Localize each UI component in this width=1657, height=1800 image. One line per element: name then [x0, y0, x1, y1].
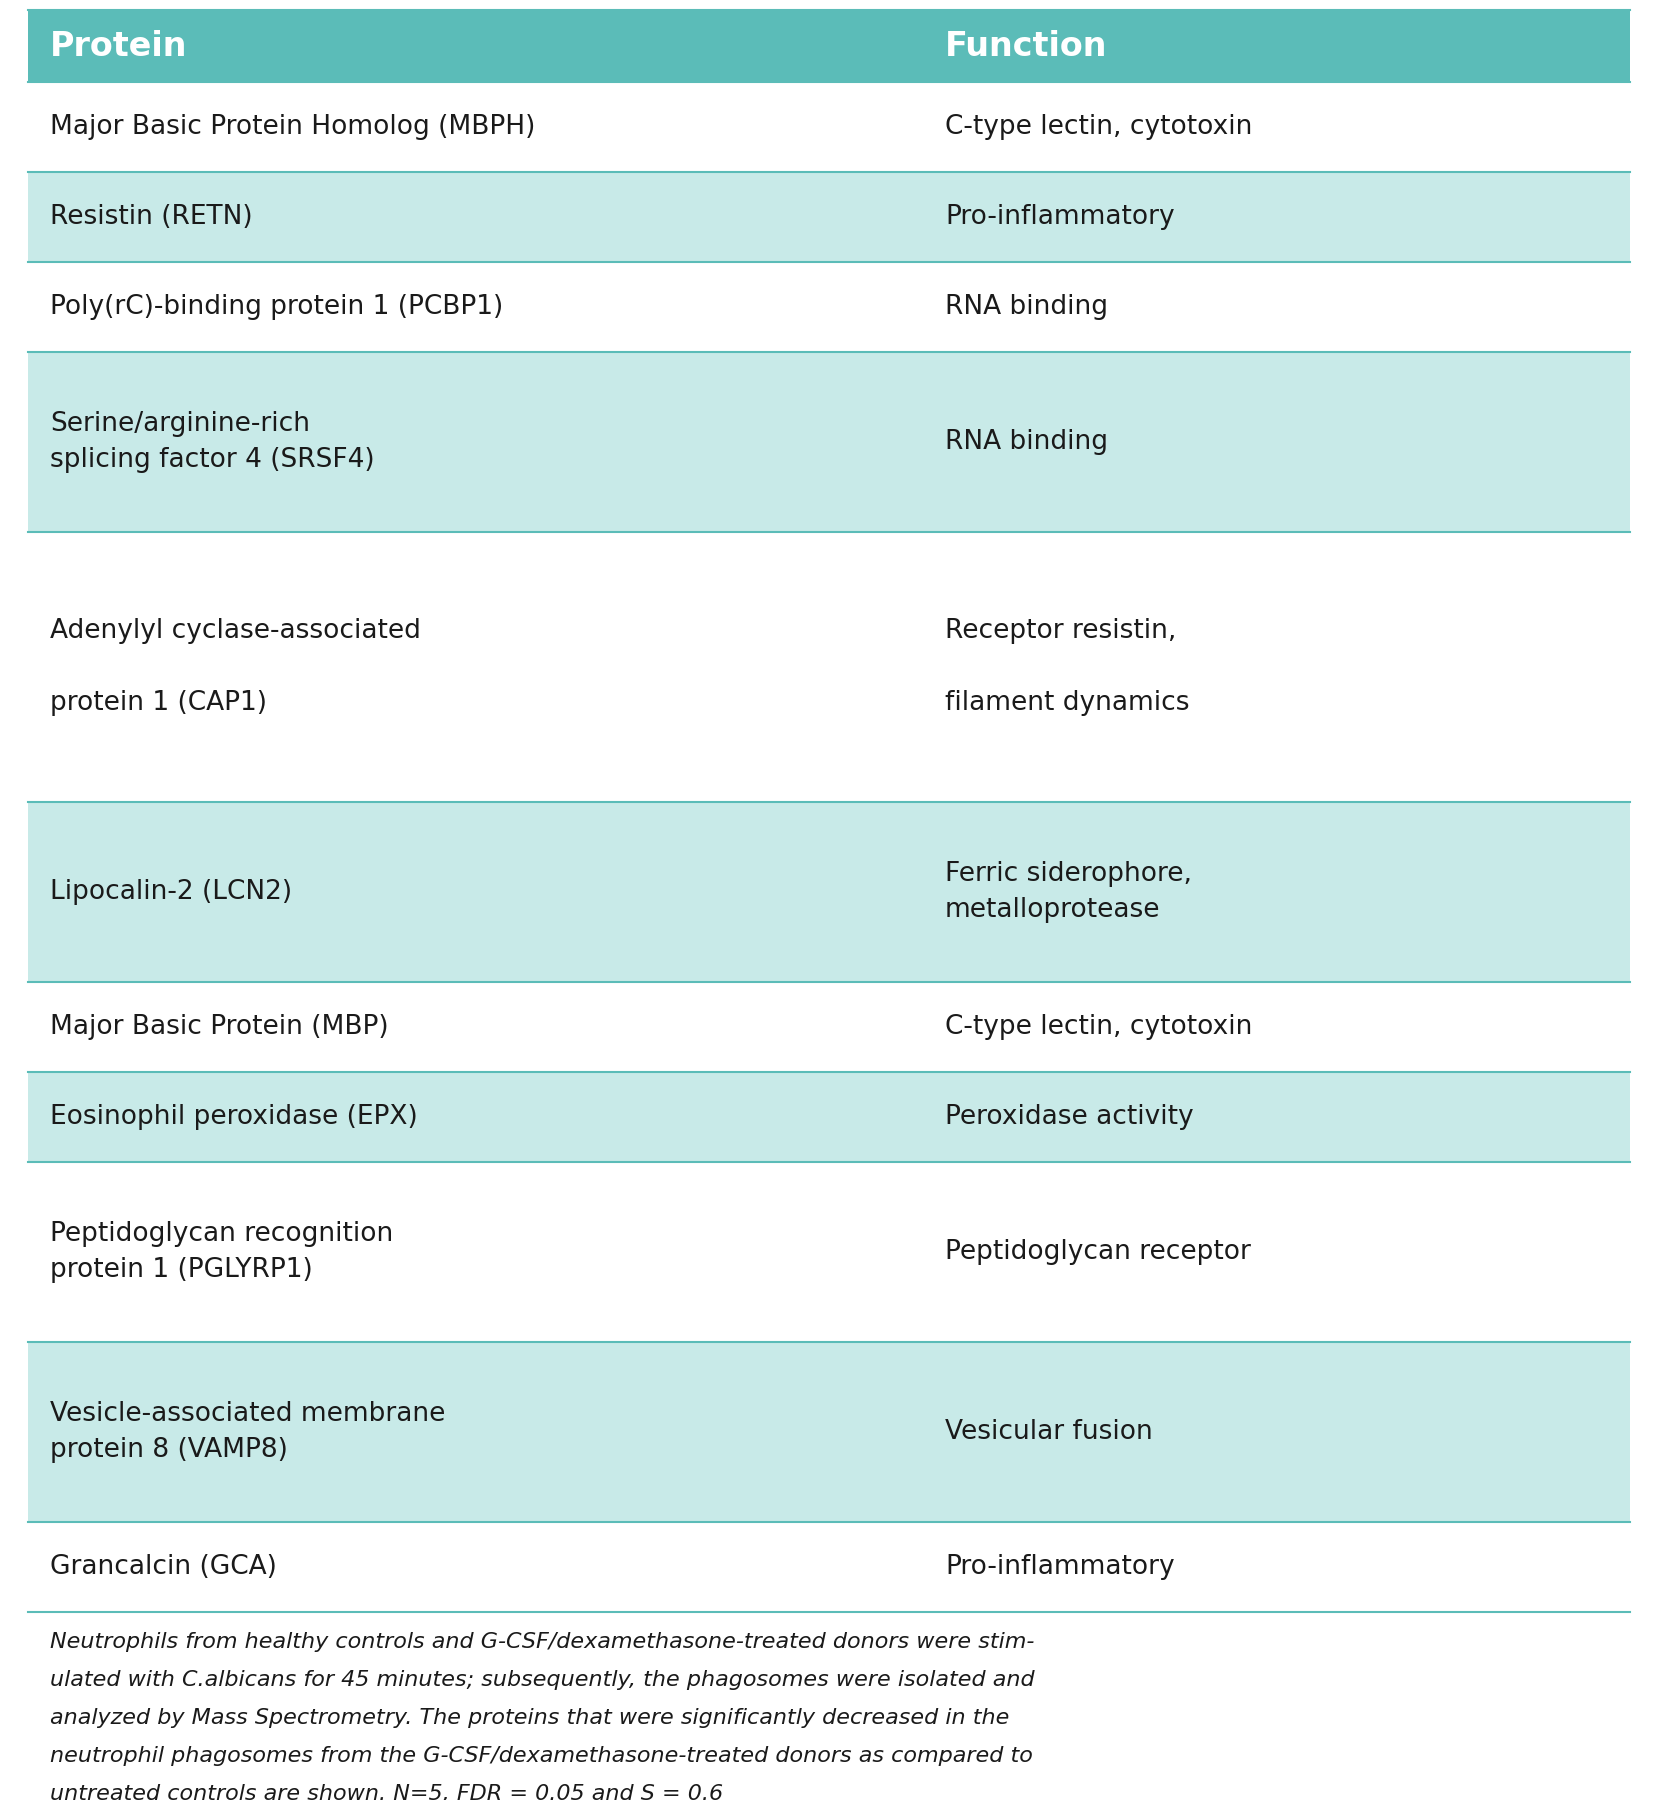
Bar	[28, 173, 1629, 263]
Text: Function: Function	[944, 29, 1107, 63]
Text: untreated controls are shown. N=5, FDR = 0.05 and S = 0.6: untreated controls are shown. N=5, FDR =…	[50, 1784, 722, 1800]
Bar	[28, 533, 1629, 803]
Text: C-type lectin, cytotoxin: C-type lectin, cytotoxin	[944, 113, 1251, 140]
Text: Grancalcin (GCA): Grancalcin (GCA)	[50, 1553, 277, 1580]
Text: neutrophil phagosomes from the G-CSF/dexamethasone-treated donors as compared to: neutrophil phagosomes from the G-CSF/dex…	[50, 1746, 1032, 1766]
Text: Eosinophil peroxidase (EPX): Eosinophil peroxidase (EPX)	[50, 1103, 418, 1130]
Text: analyzed by Mass Spectrometry. The proteins that were significantly decreased in: analyzed by Mass Spectrometry. The prote…	[50, 1708, 1009, 1728]
Text: Receptor resistin,

filament dynamics: Receptor resistin, filament dynamics	[944, 617, 1188, 716]
Text: Neutrophils from healthy controls and G-CSF/dexamethasone-treated donors were st: Neutrophils from healthy controls and G-…	[50, 1633, 1034, 1652]
Text: Major Basic Protein (MBP): Major Basic Protein (MBP)	[50, 1013, 388, 1040]
Text: RNA binding: RNA binding	[944, 293, 1107, 320]
Text: Serine/arginine-rich
splicing factor 4 (SRSF4): Serine/arginine-rich splicing factor 4 (…	[50, 410, 374, 473]
Bar	[28, 803, 1629, 983]
Text: Peroxidase activity: Peroxidase activity	[944, 1103, 1193, 1130]
Text: ulated with C.albicans for 45 minutes; subsequently, the phagosomes were isolate: ulated with C.albicans for 45 minutes; s…	[50, 1670, 1034, 1690]
Text: RNA binding: RNA binding	[944, 428, 1107, 455]
Text: Resistin (RETN): Resistin (RETN)	[50, 203, 252, 230]
Text: Protein: Protein	[50, 29, 187, 63]
Text: Pro-inflammatory: Pro-inflammatory	[944, 1553, 1175, 1580]
Bar	[28, 11, 1629, 83]
Text: Adenylyl cyclase-associated

protein 1 (CAP1): Adenylyl cyclase-associated protein 1 (C…	[50, 617, 421, 716]
Bar	[28, 1163, 1629, 1343]
Text: C-type lectin, cytotoxin: C-type lectin, cytotoxin	[944, 1013, 1251, 1040]
Text: Vesicle-associated membrane
protein 8 (VAMP8): Vesicle-associated membrane protein 8 (V…	[50, 1400, 446, 1463]
Text: Pro-inflammatory: Pro-inflammatory	[944, 203, 1175, 230]
Bar	[28, 83, 1629, 173]
Text: Major Basic Protein Homolog (MBPH): Major Basic Protein Homolog (MBPH)	[50, 113, 535, 140]
Bar	[28, 1073, 1629, 1163]
Bar	[28, 263, 1629, 353]
Text: Poly(rC)-binding protein 1 (PCBP1): Poly(rC)-binding protein 1 (PCBP1)	[50, 293, 504, 320]
Bar	[28, 1523, 1629, 1613]
Text: Vesicular fusion: Vesicular fusion	[944, 1418, 1152, 1445]
Bar	[28, 353, 1629, 533]
Text: Peptidoglycan receptor: Peptidoglycan receptor	[944, 1238, 1251, 1265]
Bar	[28, 1343, 1629, 1523]
Text: Peptidoglycan recognition
protein 1 (PGLYRP1): Peptidoglycan recognition protein 1 (PGL…	[50, 1220, 393, 1283]
Bar	[28, 983, 1629, 1073]
Text: Ferric siderophore,
metalloprotease: Ferric siderophore, metalloprotease	[944, 860, 1191, 923]
Text: Lipocalin-2 (LCN2): Lipocalin-2 (LCN2)	[50, 878, 292, 905]
